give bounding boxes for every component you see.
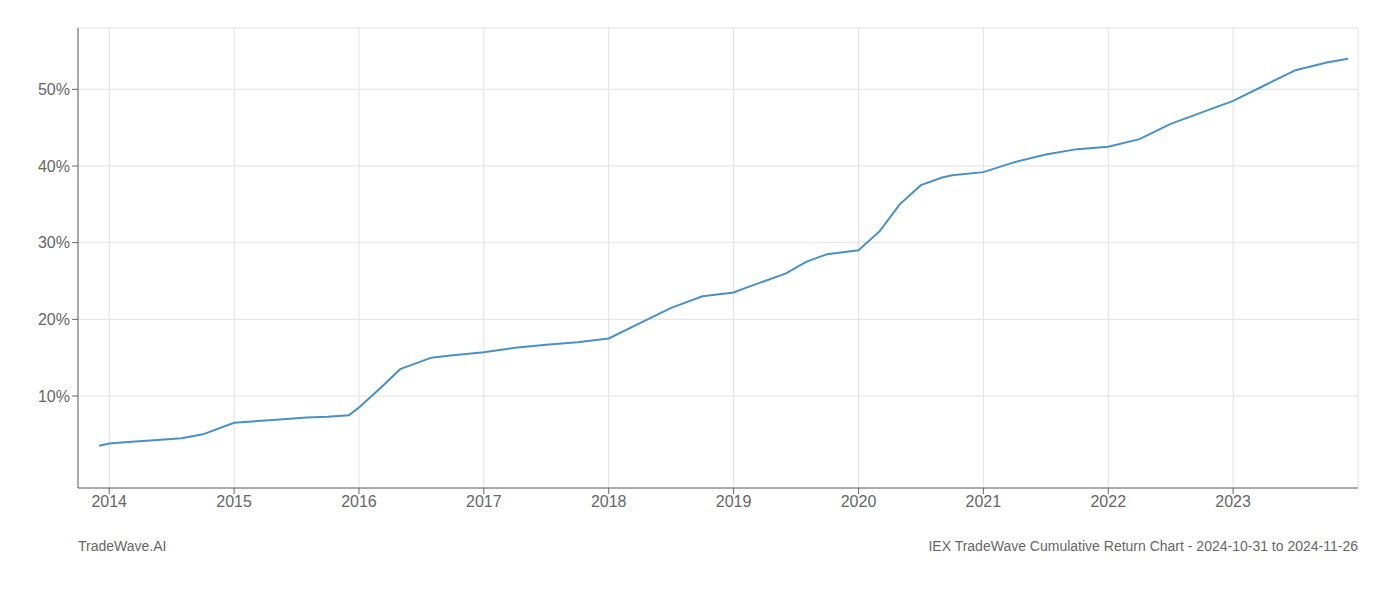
svg-text:50%: 50% <box>38 81 70 98</box>
svg-text:10%: 10% <box>38 388 70 405</box>
html-text:TradeWave.AI: TradeWave.AI <box>78 538 167 554</box>
svg-text:2018: 2018 <box>591 493 627 510</box>
svg-text:2022: 2022 <box>1090 493 1126 510</box>
svg-text:2023: 2023 <box>1215 493 1251 510</box>
svg-text:2014: 2014 <box>91 493 127 510</box>
svg-text:2020: 2020 <box>841 493 877 510</box>
html-text:IEX TradeWave Cumulative Retur: IEX TradeWave Cumulative Return Chart - … <box>928 538 1358 554</box>
svg-text:2015: 2015 <box>216 493 252 510</box>
svg-text:20%: 20% <box>38 311 70 328</box>
svg-text:2017: 2017 <box>466 493 502 510</box>
svg-text:30%: 30% <box>38 234 70 251</box>
svg-text:2016: 2016 <box>341 493 377 510</box>
svg-text:2021: 2021 <box>966 493 1002 510</box>
svg-text:40%: 40% <box>38 158 70 175</box>
svg-text:2019: 2019 <box>716 493 752 510</box>
